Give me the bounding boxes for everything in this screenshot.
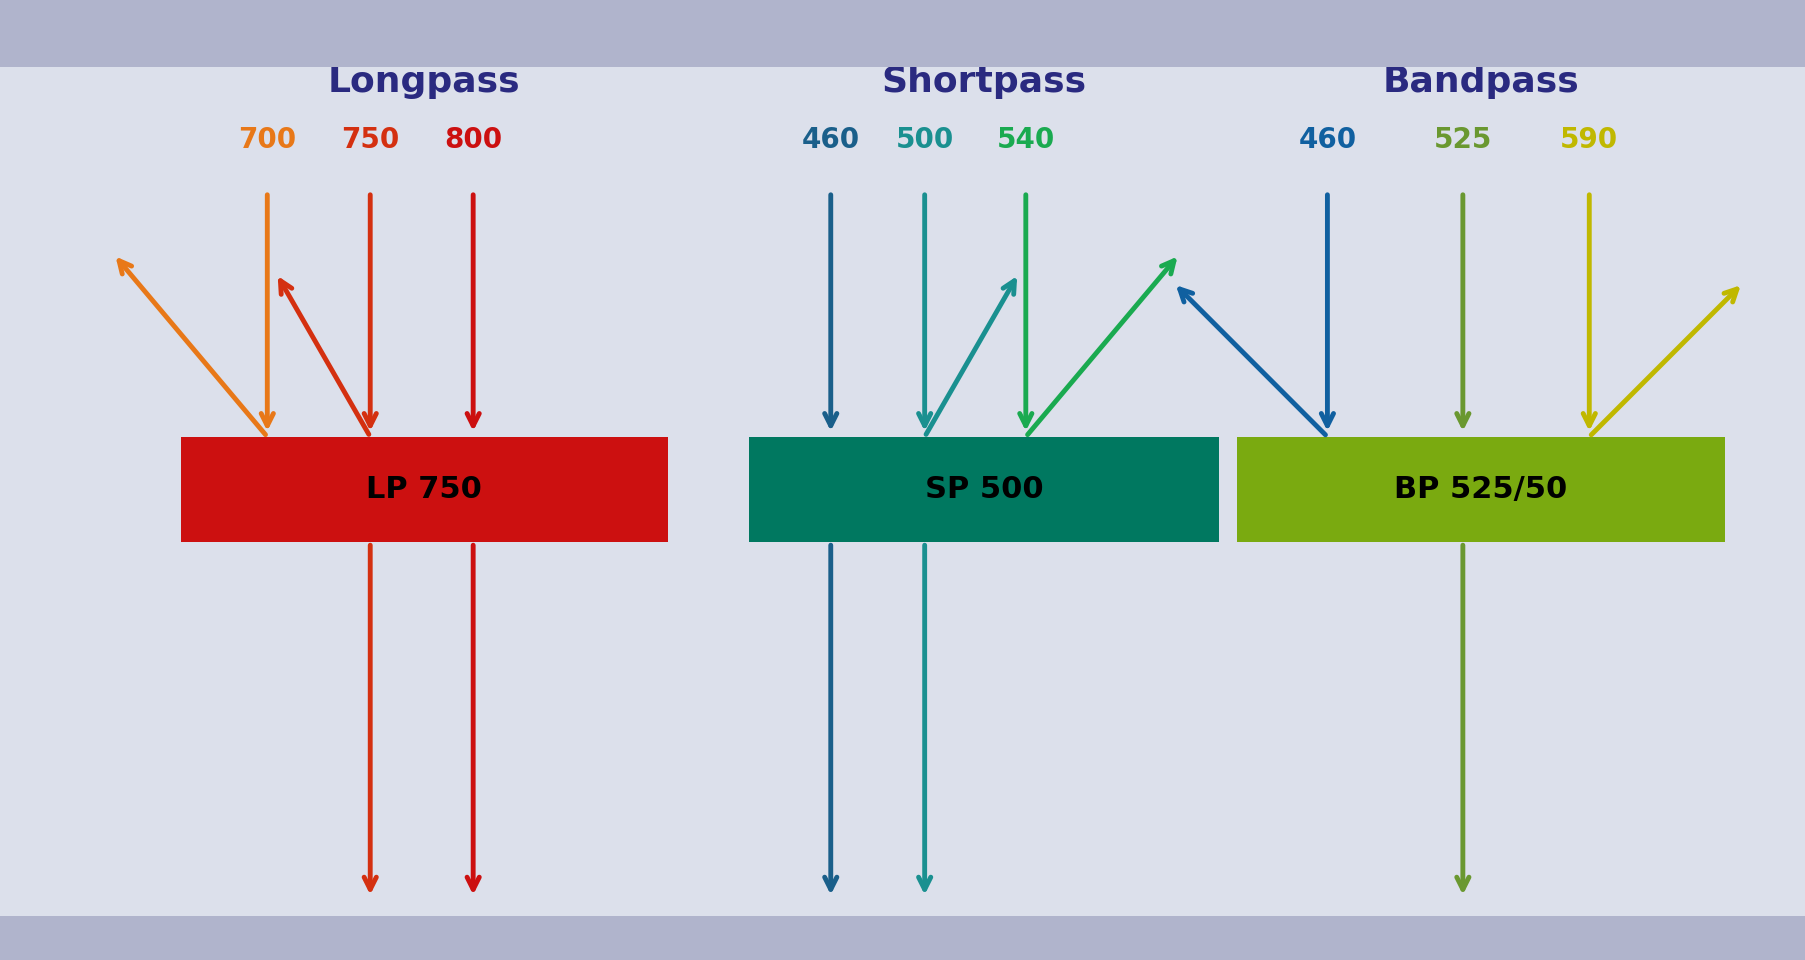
Text: Bandpass: Bandpass [1383,64,1578,99]
Text: 700: 700 [238,126,296,154]
Bar [0,916,1805,960]
Bar [749,437,1218,542]
Bar [1236,437,1724,542]
Text: 525: 525 [1433,126,1491,154]
Text: 540: 540 [996,126,1054,154]
Text: 460: 460 [1298,126,1356,154]
Text: 590: 590 [1560,126,1617,154]
Text: SP 500: SP 500 [924,475,1043,504]
Text: 460: 460 [801,126,859,154]
Bar [0,0,1805,67]
Text: 800: 800 [444,126,502,154]
Text: Longpass: Longpass [329,64,520,99]
Text: 500: 500 [895,126,953,154]
Text: BP 525/50: BP 525/50 [1393,475,1567,504]
Text: LP 750: LP 750 [366,475,482,504]
Bar [180,437,668,542]
Text: Shortpass: Shortpass [881,64,1087,99]
Text: 750: 750 [341,126,399,154]
